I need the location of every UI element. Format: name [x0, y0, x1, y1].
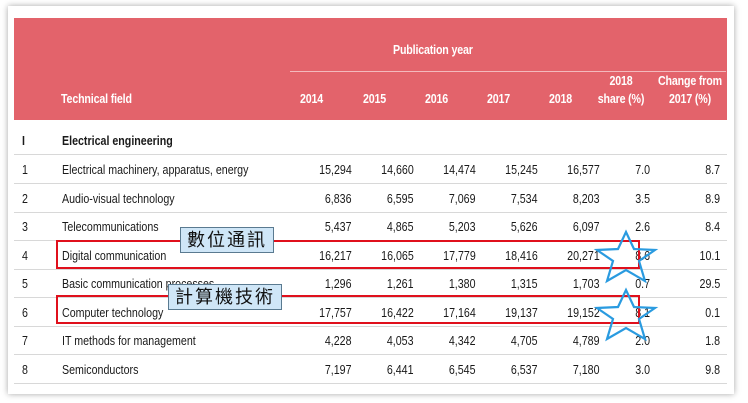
cell-change: 8.4 [705, 219, 720, 234]
cell-2018: 16,577 [567, 162, 600, 177]
star-icon [592, 287, 660, 343]
table-row: 1 Electrical machinery, apparatus, energy… [14, 155, 727, 184]
header-change-line1: Change from [657, 73, 723, 88]
cell-2015: 6,441 [387, 362, 414, 377]
cell-2015: 1,261 [387, 276, 414, 291]
cell-share: 7.0 [635, 162, 650, 177]
cell-2016: 1,380 [449, 276, 476, 291]
row-field: Semiconductors [62, 362, 138, 377]
cell-2014: 6,836 [325, 191, 352, 206]
row-number: 3 [22, 219, 28, 234]
row-field: Electrical machinery, apparatus, energy [62, 162, 248, 177]
cell-2016: 7,069 [449, 191, 476, 206]
header-technical-field: Technical field [61, 91, 132, 106]
cell-2017: 1,315 [511, 276, 538, 291]
callout-digital-communication: 數位通訊 [180, 227, 274, 253]
cell-2017: 7,534 [511, 191, 538, 206]
row-field: IT methods for management [62, 333, 196, 348]
cell-change: 1.8 [705, 333, 720, 348]
header-publication-year: Publication year [393, 42, 473, 57]
row-number: 2 [22, 191, 28, 206]
row-number: 5 [22, 276, 28, 291]
row-field: Telecommunications [62, 219, 159, 234]
cell-2015: 4,053 [387, 333, 414, 348]
callout-computer-technology: 計算機技術 [168, 284, 282, 310]
header-year-2016: 2016 [425, 91, 448, 106]
row-number: 6 [22, 305, 28, 320]
header-share-line1: 2018 [596, 73, 647, 88]
highlight-computer-technology [56, 295, 640, 324]
cell-2016: 14,474 [443, 162, 476, 177]
cell-2017: 6,537 [511, 362, 538, 377]
cell-2014: 4,228 [325, 333, 352, 348]
header-year-2015: 2015 [363, 91, 386, 106]
cell-2017: 4,705 [511, 333, 538, 348]
cell-2014: 1,296 [325, 276, 352, 291]
cell-2014: 15,294 [319, 162, 352, 177]
cell-2015: 14,660 [381, 162, 414, 177]
cell-change: 0.1 [705, 305, 720, 320]
cell-change: 8.9 [705, 191, 720, 206]
section-title: Electrical engineering [62, 133, 173, 148]
row-number: 4 [22, 248, 28, 263]
cell-share: 3.5 [635, 191, 650, 206]
row-field: Audio-visual technology [62, 191, 175, 206]
cell-2014: 5,437 [325, 219, 352, 234]
cell-2018: 8,203 [573, 191, 600, 206]
header-divider [290, 71, 726, 72]
cell-2018: 7,180 [573, 362, 600, 377]
section-row: I Electrical engineering [14, 126, 727, 155]
row-number: 8 [22, 362, 28, 377]
row-number: 1 [22, 162, 28, 177]
header-year-2017: 2017 [487, 91, 510, 106]
header-year-2014: 2014 [300, 91, 323, 106]
cell-2017: 5,626 [511, 219, 538, 234]
cell-change: 10.1 [699, 248, 720, 263]
cell-2015: 4,865 [387, 219, 414, 234]
cell-2017: 15,245 [505, 162, 538, 177]
cell-2014: 7,197 [325, 362, 352, 377]
header-share-line2: share (%) [596, 91, 647, 106]
header-change-line2: 2017 (%) [657, 91, 723, 106]
cell-2016: 5,203 [449, 219, 476, 234]
cell-2016: 4,342 [449, 333, 476, 348]
cell-change: 8.7 [705, 162, 720, 177]
cell-change: 9.8 [705, 362, 720, 377]
table-row: 8 Semiconductors 7,197 6,441 6,545 6,537 7,180… [14, 355, 727, 384]
highlight-digital-communication [56, 240, 640, 269]
cell-2016: 6,545 [449, 362, 476, 377]
table-row: 2 Audio-visual technology 6,836 6,595 7,069 7… [14, 184, 727, 213]
star-icon [592, 229, 660, 285]
section-number: I [22, 133, 25, 148]
header-year-2018: 2018 [549, 91, 572, 106]
cell-change: 29.5 [699, 276, 720, 291]
row-number: 7 [22, 333, 28, 348]
cell-share: 3.0 [635, 362, 650, 377]
cell-2015: 6,595 [387, 191, 414, 206]
